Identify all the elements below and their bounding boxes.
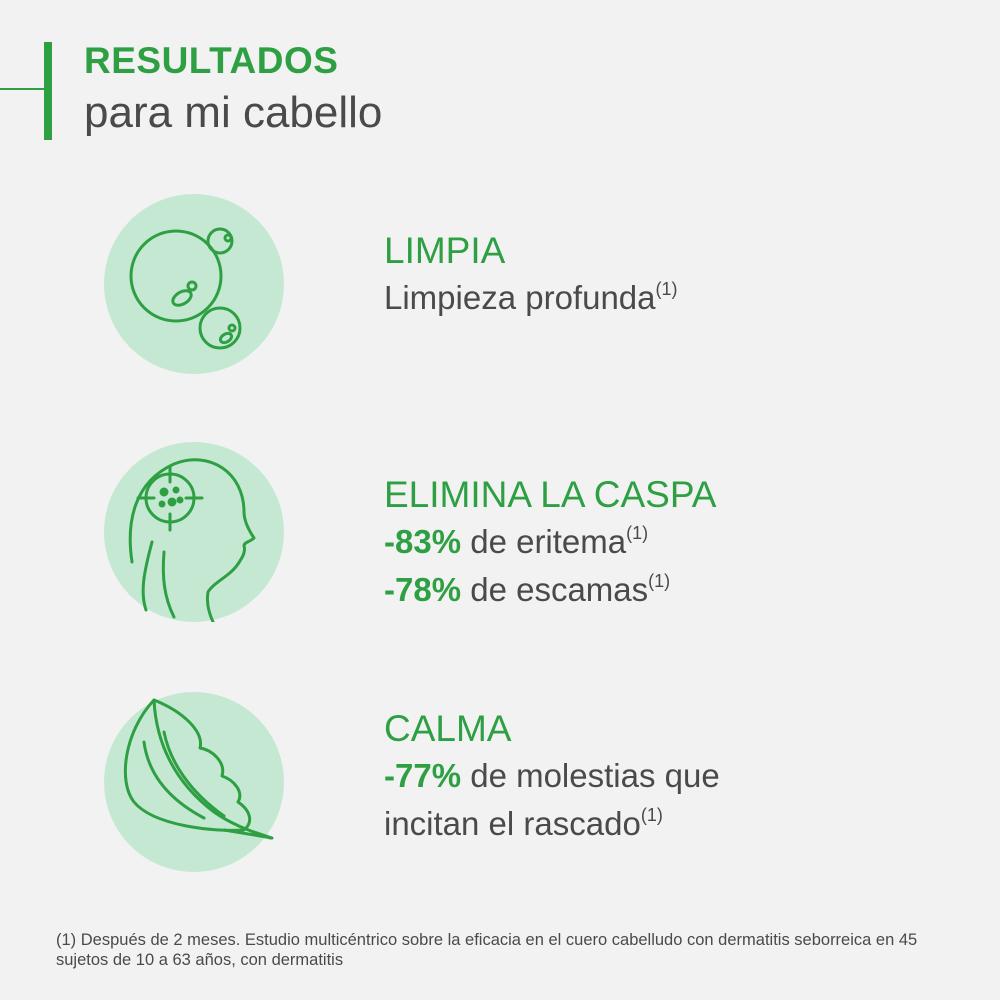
benefit-line: incitan el rascado(1) (384, 800, 720, 848)
benefit-text: incitan el rascado (384, 805, 641, 842)
footnote: (1) Después de 2 meses. Estudio multicén… (56, 931, 918, 969)
footnote-ref: (1) (648, 571, 671, 591)
head-target-icon-circle (104, 442, 284, 622)
benefit-calma: CALMA -77% de molestias que incitan el r… (384, 706, 720, 848)
footnote-ref: (1) (640, 805, 663, 825)
benefit-text: de eritema (461, 523, 627, 560)
benefit-percentage: -78% (384, 571, 462, 608)
benefit-line: -83% de eritema(1) (384, 518, 716, 566)
footnote-ref: (1) (626, 523, 649, 543)
benefit-percentage: -77% (384, 757, 462, 794)
bubbles-icon-circle (104, 194, 284, 374)
benefit-line: -77% de molestias que (384, 752, 720, 800)
feather-icon-circle (104, 692, 284, 872)
page-subtitle: para mi cabello (84, 88, 383, 137)
benefit-heading: CALMA (384, 708, 512, 749)
benefit-text: de molestias que (461, 757, 720, 794)
page-title: RESULTADOS (84, 40, 339, 81)
benefit-text: Limpieza profunda (384, 279, 656, 316)
benefit-text: de escamas (461, 571, 649, 608)
benefit-elimina-la-caspa: ELIMINA LA CASPA -83% de eritema(1) -78%… (384, 472, 716, 614)
head-target-icon (128, 458, 256, 622)
benefit-limpia: LIMPIA Limpieza profunda(1) (384, 228, 678, 322)
title-accent-line (0, 88, 46, 90)
title-accent-bar (44, 42, 52, 140)
footnote-ref: (1) (655, 279, 678, 299)
benefit-line: Limpieza profunda(1) (384, 274, 678, 322)
benefit-heading: LIMPIA (384, 230, 506, 271)
feather-icon (123, 698, 274, 840)
bubbles-icon (129, 227, 242, 350)
benefit-heading: ELIMINA LA CASPA (384, 474, 717, 515)
benefit-percentage: -83% (384, 523, 462, 560)
benefit-line: -78% de escamas(1) (384, 566, 716, 614)
